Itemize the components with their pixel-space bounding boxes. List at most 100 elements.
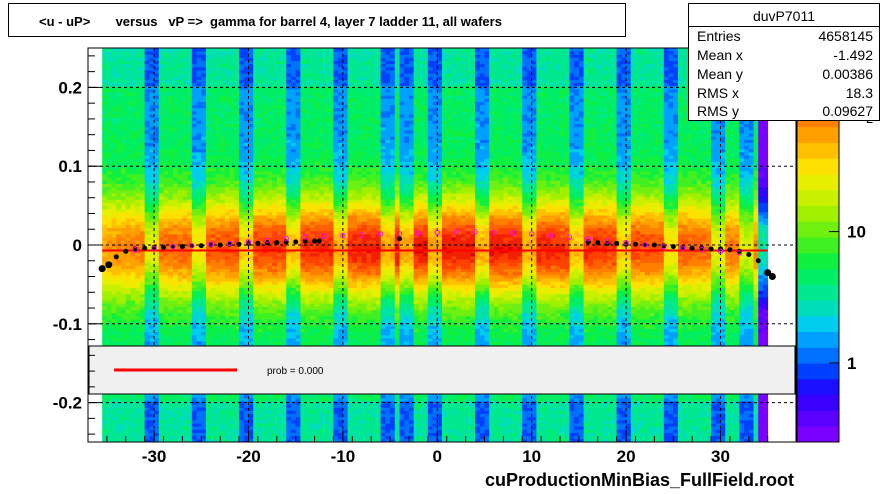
heatmap-cell <box>149 48 155 52</box>
heatmap-cell <box>224 145 230 150</box>
heatmap-cell <box>281 161 287 166</box>
heatmap-cell <box>191 230 197 235</box>
heatmap-cell <box>135 180 141 184</box>
heatmap-cell <box>139 438 146 442</box>
heatmap-cell <box>102 215 108 219</box>
heatmap-cell <box>106 51 112 55</box>
heatmap-cell <box>286 300 292 304</box>
heatmap-cell <box>102 297 108 301</box>
heatmap-cell <box>239 215 245 219</box>
heatmap-cell <box>187 192 193 197</box>
heatmap-cell <box>243 145 249 150</box>
heatmap-cell <box>135 211 141 216</box>
heatmap-cell <box>267 218 273 222</box>
heatmap-cell <box>154 167 160 172</box>
heatmap-cell <box>257 189 264 194</box>
heatmap-cell <box>163 107 169 112</box>
heatmap-cell <box>139 312 146 317</box>
heatmap-cell <box>257 328 264 333</box>
heatmap-cell <box>201 394 207 399</box>
heatmap-cell <box>248 224 254 229</box>
heatmap-cell <box>139 334 146 339</box>
heatmap-cell <box>286 438 292 442</box>
heatmap-cell <box>111 60 117 65</box>
heatmap-cell <box>102 262 108 266</box>
heatmap-cell <box>102 419 108 424</box>
heatmap-cell <box>239 221 245 225</box>
heatmap-cell <box>130 278 136 282</box>
heatmap-cell <box>154 224 160 229</box>
heatmap-cell <box>243 133 249 137</box>
heatmap-cell <box>187 208 193 213</box>
heatmap-cell <box>220 252 226 257</box>
heatmap-cell <box>248 126 254 131</box>
heatmap-cell <box>229 170 235 175</box>
heatmap-cell <box>243 432 249 437</box>
heatmap-cell <box>102 325 108 329</box>
heatmap-cell <box>229 413 235 418</box>
heatmap-cell <box>257 334 264 339</box>
heatmap-cell <box>201 114 207 118</box>
heatmap-cell <box>139 161 146 166</box>
heatmap-cell <box>248 334 254 339</box>
heatmap-cell <box>243 101 249 106</box>
heatmap-cell <box>229 438 235 442</box>
heatmap-cell <box>187 306 193 311</box>
heatmap-cell <box>154 117 160 121</box>
heatmap-cell <box>106 54 112 58</box>
heatmap-cell <box>215 240 221 244</box>
heatmap-cell <box>210 322 216 326</box>
heatmap-cell <box>144 199 150 203</box>
heatmap-cell <box>163 419 169 424</box>
heatmap-cell <box>163 256 169 260</box>
heatmap-cell <box>239 407 245 411</box>
heatmap-cell <box>267 73 273 77</box>
heatmap-cell <box>139 337 146 342</box>
heatmap-cell <box>116 51 122 55</box>
heatmap-cell <box>196 221 202 225</box>
heatmap-cell <box>177 271 183 276</box>
heatmap-cell <box>224 205 230 210</box>
heatmap-cell <box>239 423 245 427</box>
heatmap-cell <box>239 271 245 276</box>
heatmap-cell <box>102 413 108 418</box>
heatmap-cell <box>158 148 164 153</box>
heatmap-cell <box>154 174 160 178</box>
heatmap-cell <box>272 309 278 314</box>
heatmap-cell <box>182 205 188 210</box>
heatmap-cell <box>257 287 264 292</box>
heatmap-cell <box>243 60 249 65</box>
heatmap-cell <box>276 429 282 433</box>
heatmap-cell <box>210 205 216 210</box>
heatmap-cell <box>267 123 273 128</box>
heatmap-cell <box>257 120 264 125</box>
heatmap-cell <box>210 139 216 143</box>
heatmap-cell <box>253 312 259 317</box>
heatmap-cell <box>253 293 259 298</box>
heatmap-cell <box>286 196 292 200</box>
heatmap-cell <box>135 297 141 301</box>
heatmap-cell <box>158 126 164 131</box>
heatmap-cell <box>229 429 235 433</box>
heatmap-cell <box>116 312 122 317</box>
heatmap-cell <box>224 432 230 437</box>
heatmap-cell <box>182 95 188 99</box>
heatmap-cell <box>182 155 188 159</box>
heatmap-cell <box>182 161 188 166</box>
heatmap-cell <box>248 111 254 115</box>
heatmap-cell <box>196 319 202 323</box>
heatmap-cell <box>144 410 150 415</box>
heatmap-cell <box>286 208 292 213</box>
heatmap-cell <box>286 145 292 150</box>
heatmap-cell <box>248 281 254 285</box>
heatmap-cell <box>111 218 117 222</box>
heatmap-cell <box>121 303 127 307</box>
heatmap-cell <box>116 98 122 102</box>
heatmap-cell <box>116 274 122 279</box>
heatmap-cell <box>248 287 254 292</box>
heatmap-cell <box>187 262 193 266</box>
heatmap-cell <box>286 126 292 131</box>
heatmap-cell <box>281 297 287 301</box>
heatmap-cell <box>272 170 278 175</box>
heatmap-cell <box>135 126 141 131</box>
